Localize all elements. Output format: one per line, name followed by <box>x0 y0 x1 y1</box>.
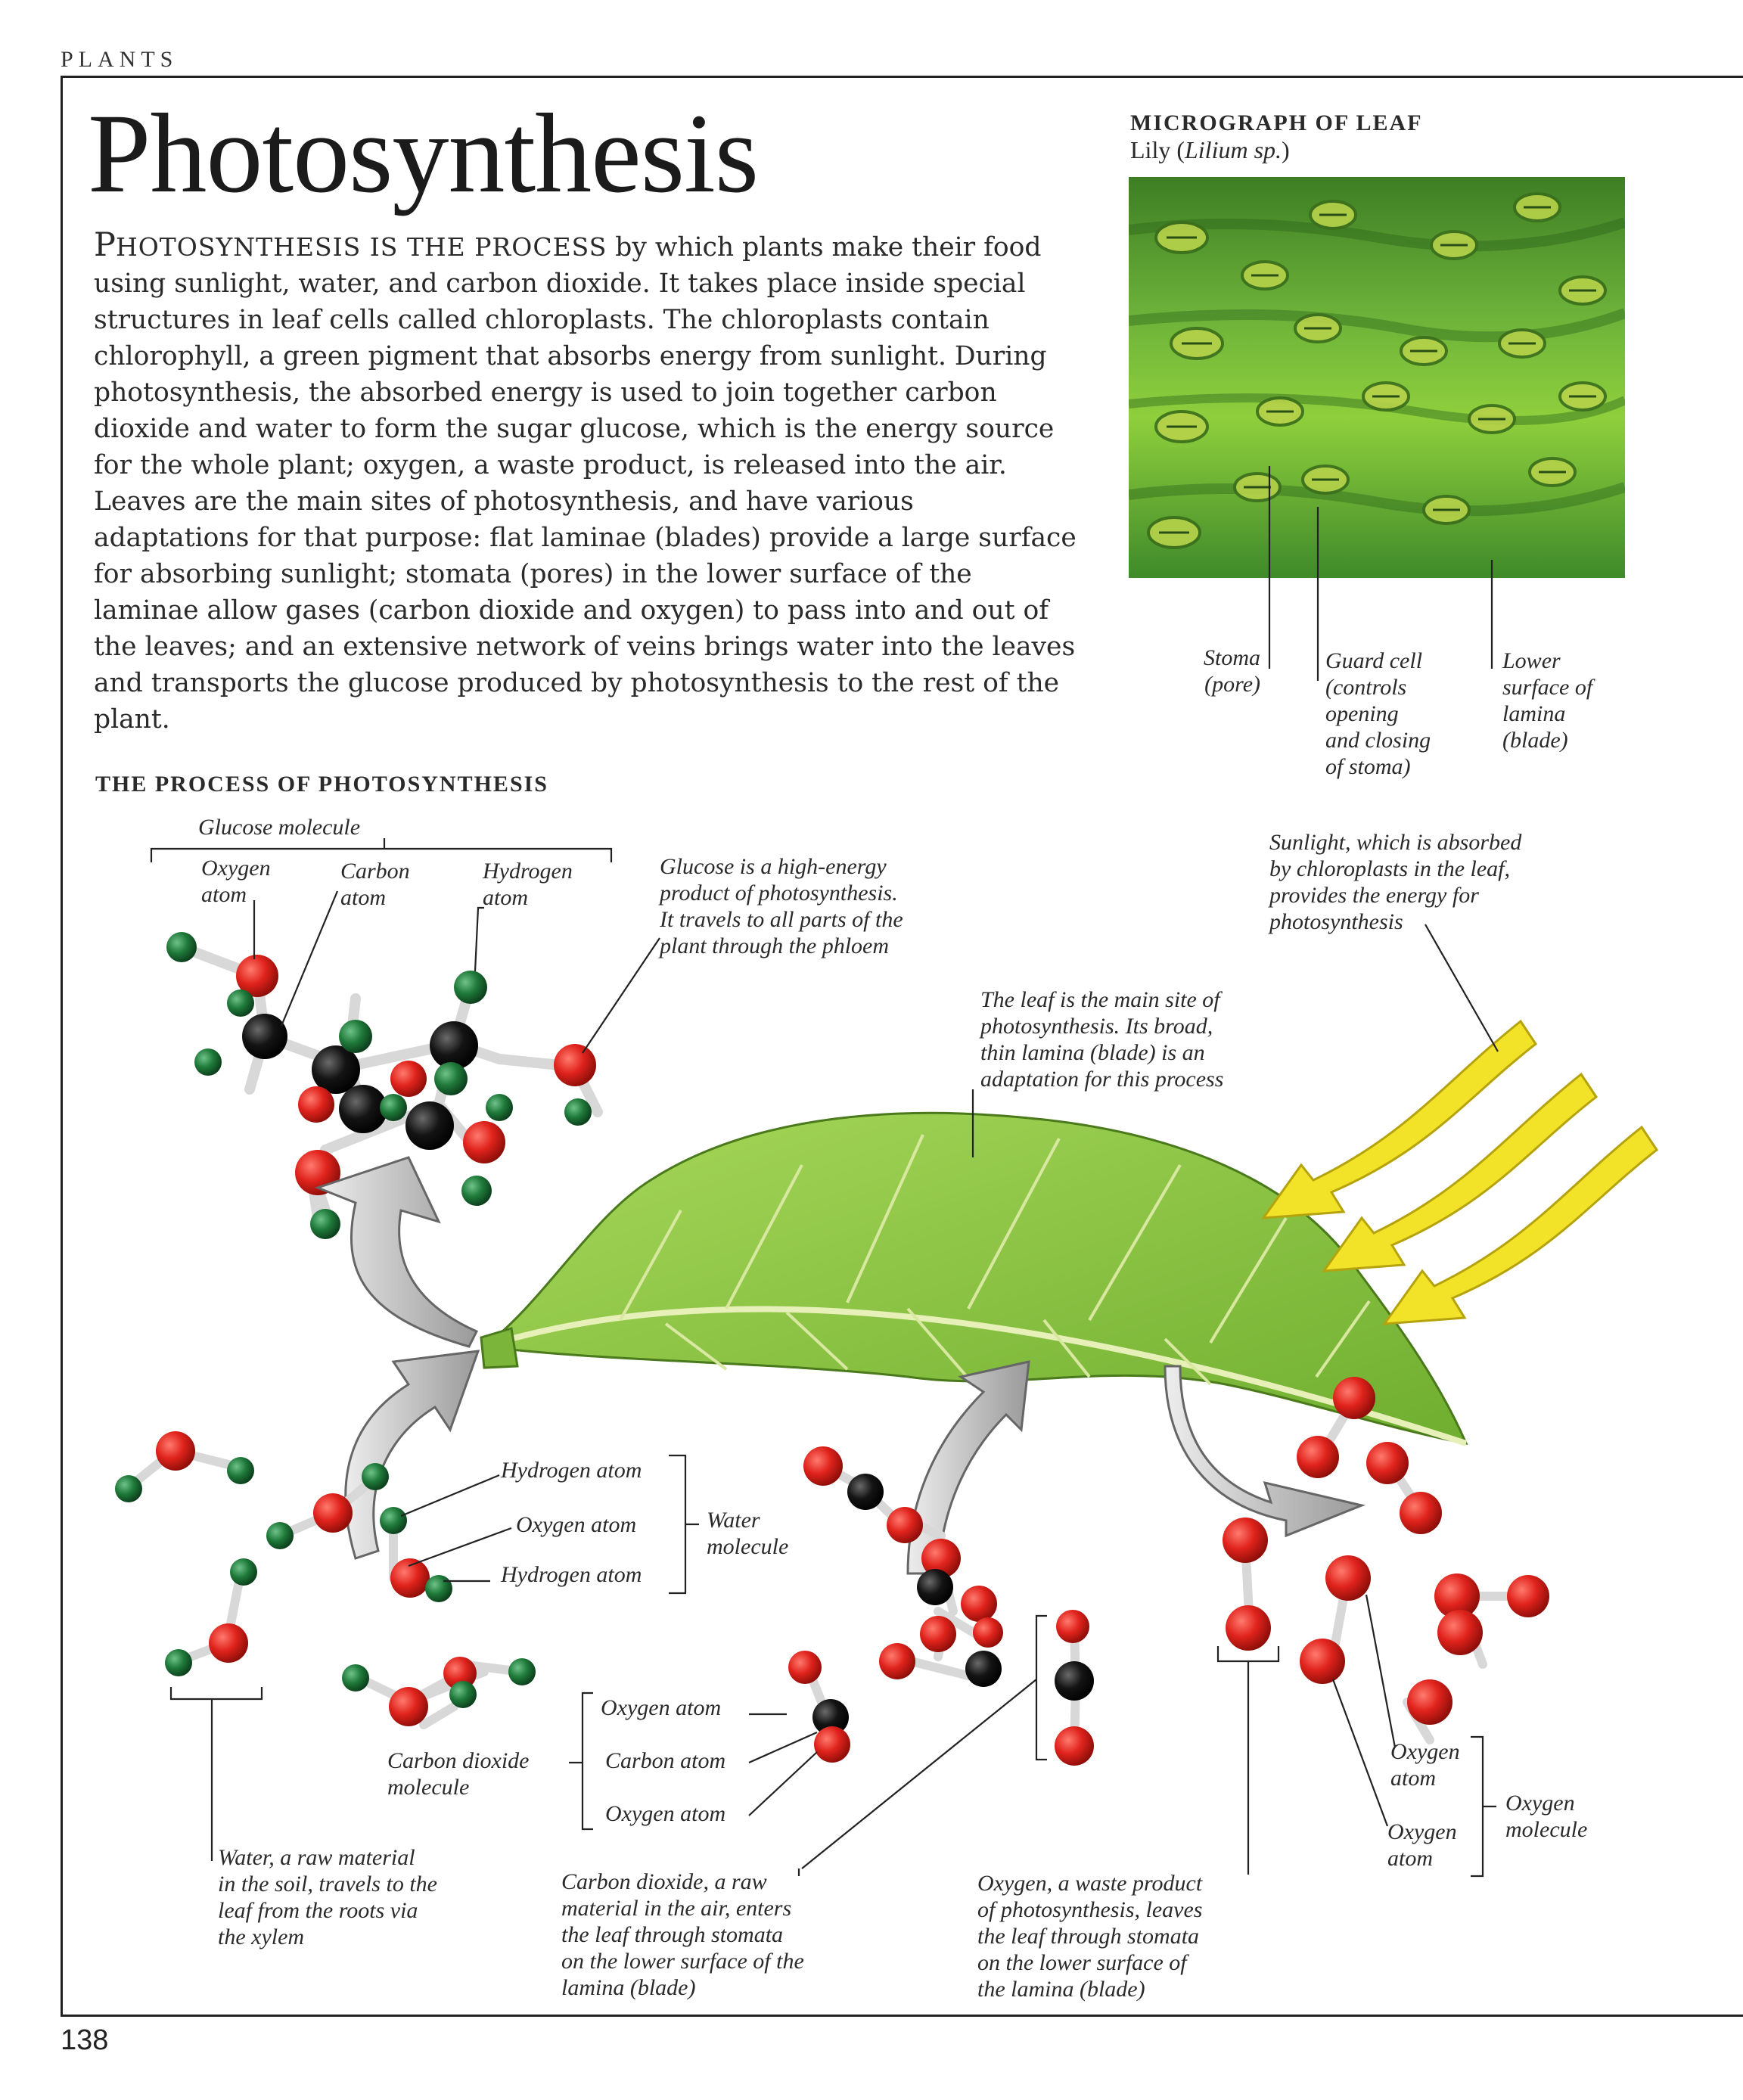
label-glucose-oxygen-atom: Oxygen atom <box>201 856 271 907</box>
label-co2-oxygen-atom-2: Oxygen atom <box>605 1801 726 1826</box>
label-co2-oxygen-atom-1: Oxygen atom <box>601 1695 722 1720</box>
label-water-hydrogen-atom-1: Hydrogen atom <box>501 1458 642 1483</box>
micrograph-heading: MICROGRAPH OF LEAF <box>1130 110 1423 135</box>
label-co2-carbon-atom: Carbon atom <box>605 1748 726 1773</box>
intro-paragraph: PHOTOSYNTHESIS IS THE PROCESS by which p… <box>94 227 1077 738</box>
micrograph-subtitle-species: Lilium sp. <box>1184 136 1282 163</box>
label-water-description: Water, a raw material in the soil, trave… <box>218 1845 437 1949</box>
label-stoma: Stoma (pore) <box>1204 645 1260 697</box>
intro-body: by which plants make their food using su… <box>94 232 1077 735</box>
micrograph-subtitle-common: Lily ( <box>1130 136 1185 163</box>
label-lower-surface: Lower surface of lamina (blade) <box>1502 648 1593 753</box>
label-co2-description: Carbon dioxide, a raw material in the ai… <box>561 1869 804 2000</box>
page-frame <box>61 76 1743 2017</box>
label-oxygen-molecule: Oxygen molecule <box>1505 1791 1588 1842</box>
label-glucose-description: Glucose is a high-energy product of phot… <box>660 854 903 958</box>
micrograph-subtitle: Lily (Lilium sp.) <box>1130 136 1290 164</box>
process-heading: THE PROCESS OF PHOTOSYNTHESIS <box>95 772 548 797</box>
intro-lead-letter: P <box>94 226 116 264</box>
label-glucose-molecule: Glucose molecule <box>198 815 361 840</box>
leaf-micrograph-image <box>1129 177 1625 578</box>
label-o2-oxygen-atom-2: Oxygen atom <box>1387 1819 1457 1871</box>
micrograph-subtitle-close: ) <box>1282 136 1290 163</box>
label-oxygen-description: Oxygen, a waste product of photosynthesi… <box>977 1871 1203 2002</box>
label-water-hydrogen-atom-2: Hydrogen atom <box>501 1562 642 1587</box>
page-title: Photosynthesis <box>88 91 759 216</box>
label-guard-cell: Guard cell (controls opening and closing… <box>1325 648 1431 779</box>
label-glucose-carbon-atom: Carbon atom <box>340 859 410 910</box>
label-water-molecule: Water molecule <box>707 1508 789 1559</box>
label-glucose-hydrogen-atom: Hydrogen atom <box>483 859 573 910</box>
page-number: 138 <box>61 2024 109 2056</box>
label-leaf-description: The leaf is the main site of photosynthe… <box>980 987 1224 1092</box>
intro-lead-words: HOTOSYNTHESIS IS THE PROCESS <box>115 232 607 262</box>
label-sunlight-description: Sunlight, which is absorbed by chloropla… <box>1269 830 1522 934</box>
label-o2-oxygen-atom-1: Oxygen atom <box>1390 1739 1460 1791</box>
label-water-oxygen-atom: Oxygen atom <box>516 1512 637 1537</box>
section-tag: PLANTS <box>61 47 179 72</box>
label-co2-molecule: Carbon dioxide molecule <box>387 1748 530 1800</box>
